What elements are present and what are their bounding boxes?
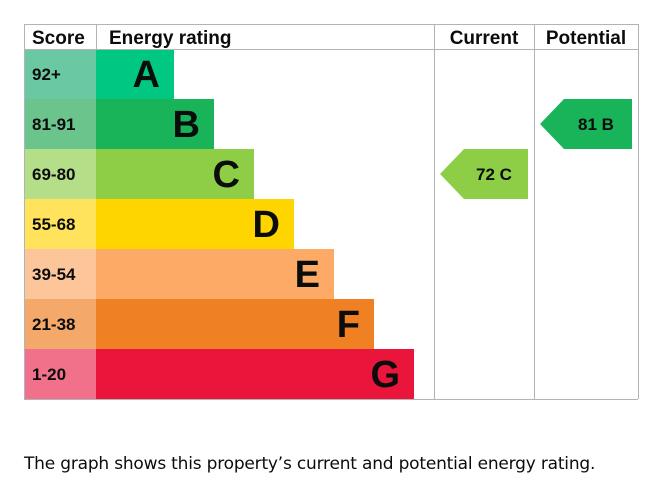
score-range-e: 39-54 — [32, 265, 76, 284]
band-letter-c: C — [213, 154, 240, 196]
score-range-c: 69-80 — [32, 165, 75, 184]
band-letter-a: A — [133, 54, 160, 96]
epc-chart: 92+ A 81-91 B 69-80 C 55-68 D 39-54 E 21-38 F 1-20 G S… — [24, 24, 639, 400]
score-cell-c — [24, 149, 96, 199]
current-rating-arrow — [440, 149, 528, 199]
header-score: Score — [32, 28, 85, 49]
band-letter-d: D — [253, 204, 280, 246]
band-bar-g — [96, 349, 414, 399]
band-bar-a — [96, 49, 174, 99]
band-bar-f — [96, 299, 374, 349]
score-cell-e — [24, 249, 96, 299]
score-range-g: 1-20 — [32, 365, 66, 384]
score-cell-g — [24, 349, 96, 399]
score-cell-a — [24, 49, 96, 99]
band-bar-c — [96, 149, 254, 199]
header-current: Current — [450, 28, 519, 49]
score-cell-f — [24, 299, 96, 349]
band-bar-d — [96, 199, 294, 249]
band-letter-e: E — [295, 254, 320, 296]
band-bar-e — [96, 249, 334, 299]
band-letter-b: B — [173, 104, 200, 146]
potential-rating-arrow — [540, 99, 632, 149]
header-potential: Potential — [546, 28, 626, 49]
score-cell-b — [24, 99, 96, 149]
score-range-d: 55-68 — [32, 215, 75, 234]
score-cell-d — [24, 199, 96, 249]
score-range-f: 21-38 — [32, 315, 75, 334]
current-rating-label: 72 C — [476, 165, 512, 184]
potential-rating-label: 81 B — [578, 115, 614, 134]
band-letter-g: G — [370, 354, 400, 396]
chart-caption: The graph shows this property’s current … — [24, 454, 596, 474]
band-bar-b — [96, 99, 214, 149]
band-letter-f: F — [337, 304, 360, 346]
score-range-a: 92+ — [32, 65, 61, 84]
header-energy-rating: Energy rating — [109, 28, 231, 49]
score-range-b: 81-91 — [32, 115, 75, 134]
